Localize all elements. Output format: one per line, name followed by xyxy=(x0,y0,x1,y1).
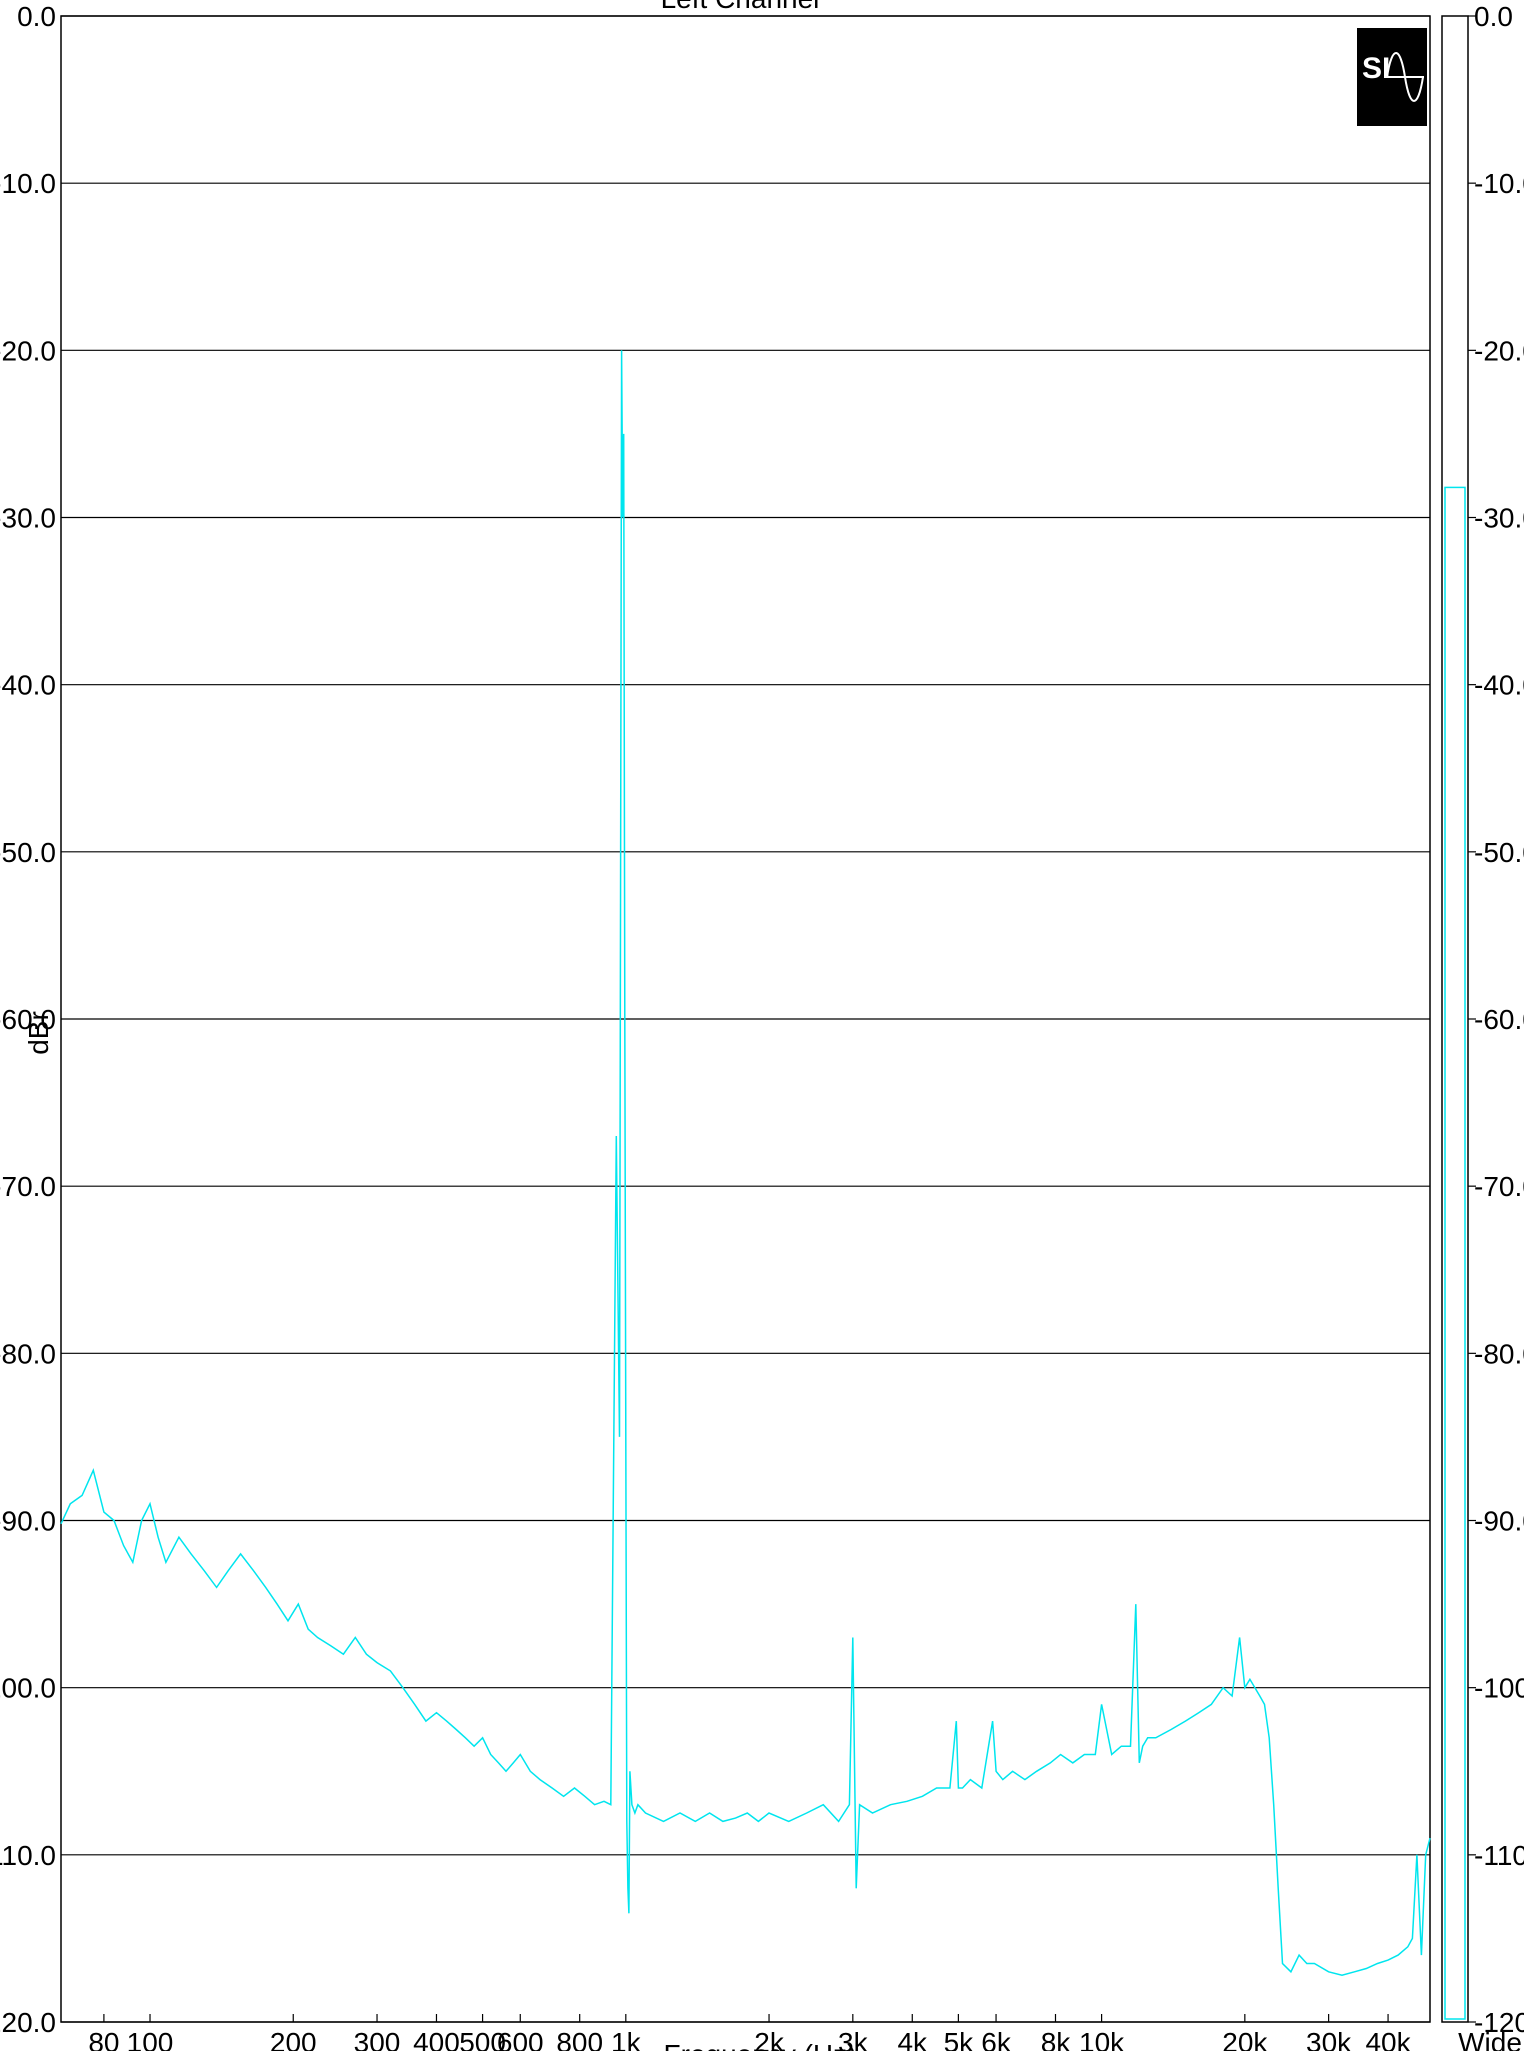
x-tick-label: 80 xyxy=(88,2027,119,2051)
y-tick-label: -10.0 xyxy=(0,168,56,199)
x-axis-label: Frequency (Hz) xyxy=(664,2039,857,2051)
meter-tick-label: 0.0 xyxy=(1474,1,1513,32)
x-tick-label: 1k xyxy=(611,2027,642,2051)
y-axis-label: dBr xyxy=(23,1011,54,1055)
meter-frame xyxy=(1441,15,1469,2023)
level-meter: 0.0 -10.0 -20.0 -30.0 -40.0 -50.0 -60.0 -70.0 -8… xyxy=(1441,1,1524,2051)
x-tick-label: 10k xyxy=(1079,2027,1125,2051)
y-tick-label: -40.0 xyxy=(0,670,56,701)
x-tick-label: 800 xyxy=(556,2027,603,2051)
x-tick-label: 300 xyxy=(354,2027,401,2051)
x-tick-label: 400 xyxy=(413,2027,460,2051)
chart-title: Left Channel xyxy=(661,0,820,14)
meter-tick-label: -70.0 xyxy=(1474,1171,1524,1202)
meter-tick-label: -90.0 xyxy=(1474,1506,1524,1537)
meter-ticks: 0.0 -10.0 -20.0 -30.0 -40.0 -50.0 -60.0 -70.0 -8… xyxy=(1468,1,1524,2038)
meter-tick-label: -80.0 xyxy=(1474,1338,1524,1369)
y-tick-label: -80.0 xyxy=(0,1338,56,1369)
si-logo-icon: SI xyxy=(1357,28,1427,126)
y-tick-label: -30.0 xyxy=(0,503,56,534)
x-tick-label: 4k xyxy=(897,2027,928,2051)
y-tick-label: -60.0 xyxy=(0,1004,56,1035)
y-tick-label: -20.0 xyxy=(0,335,56,366)
y-tick-label: -50.0 xyxy=(0,837,56,868)
meter-level-bar xyxy=(1444,486,1466,2020)
x-tick-label: 40k xyxy=(1365,2027,1411,2051)
meter-tick-label: -20.0 xyxy=(1474,335,1524,366)
x-tick-label: 5k xyxy=(944,2027,975,2051)
meter-tick-label: -60.0 xyxy=(1474,1004,1524,1035)
x-tick-label: 500 xyxy=(459,2027,506,2051)
meter-tick-label: -110.0 xyxy=(1474,1840,1524,1871)
x-tick-label: 200 xyxy=(270,2027,317,2051)
x-tick-label: 20k xyxy=(1222,2027,1268,2051)
y-tick-label: -90.0 xyxy=(0,1506,56,1537)
x-tick-label: 30k xyxy=(1306,2027,1352,2051)
meter-tick-label: -50.0 xyxy=(1474,837,1524,868)
y-tick-label: -70.0 xyxy=(0,1171,56,1202)
y-tick-label: 0.0 xyxy=(17,1,56,32)
series-line-left-channel xyxy=(60,350,1431,1976)
meter-tick-label: -30.0 xyxy=(1474,503,1524,534)
logo-text: SI xyxy=(1362,52,1390,85)
y-axis-ticks: 0.0 -10.0 -20.0 -30.0 -40.0 -50.0 -60.0 -70.0 -8… xyxy=(0,1,56,2038)
y-tick-label: -110.0 xyxy=(0,1840,56,1871)
y-tick-label: -120.0 xyxy=(0,2007,56,2038)
x-tick-label: 8k xyxy=(1041,2027,1072,2051)
x-tick-label: 600 xyxy=(497,2027,544,2051)
meter-bottom-label: Wide xyxy=(1458,2027,1522,2051)
x-tick-label: 3k xyxy=(838,2027,869,2051)
meter-tick-label: -100.0 xyxy=(1474,1673,1524,1704)
x-tick-label: 6k xyxy=(981,2027,1012,2051)
meter-tick-label: -40.0 xyxy=(1474,670,1524,701)
meter-tick-label: -120.0 xyxy=(1474,2007,1524,2038)
grid-lines xyxy=(61,15,1430,2023)
x-tick-label: 2k xyxy=(754,2027,785,2051)
y-tick-label: -100.0 xyxy=(0,1673,56,1704)
plot-frame xyxy=(60,15,1431,2023)
x-tick-label: 100 xyxy=(127,2027,174,2051)
meter-tick-label: -10.0 xyxy=(1474,168,1524,199)
